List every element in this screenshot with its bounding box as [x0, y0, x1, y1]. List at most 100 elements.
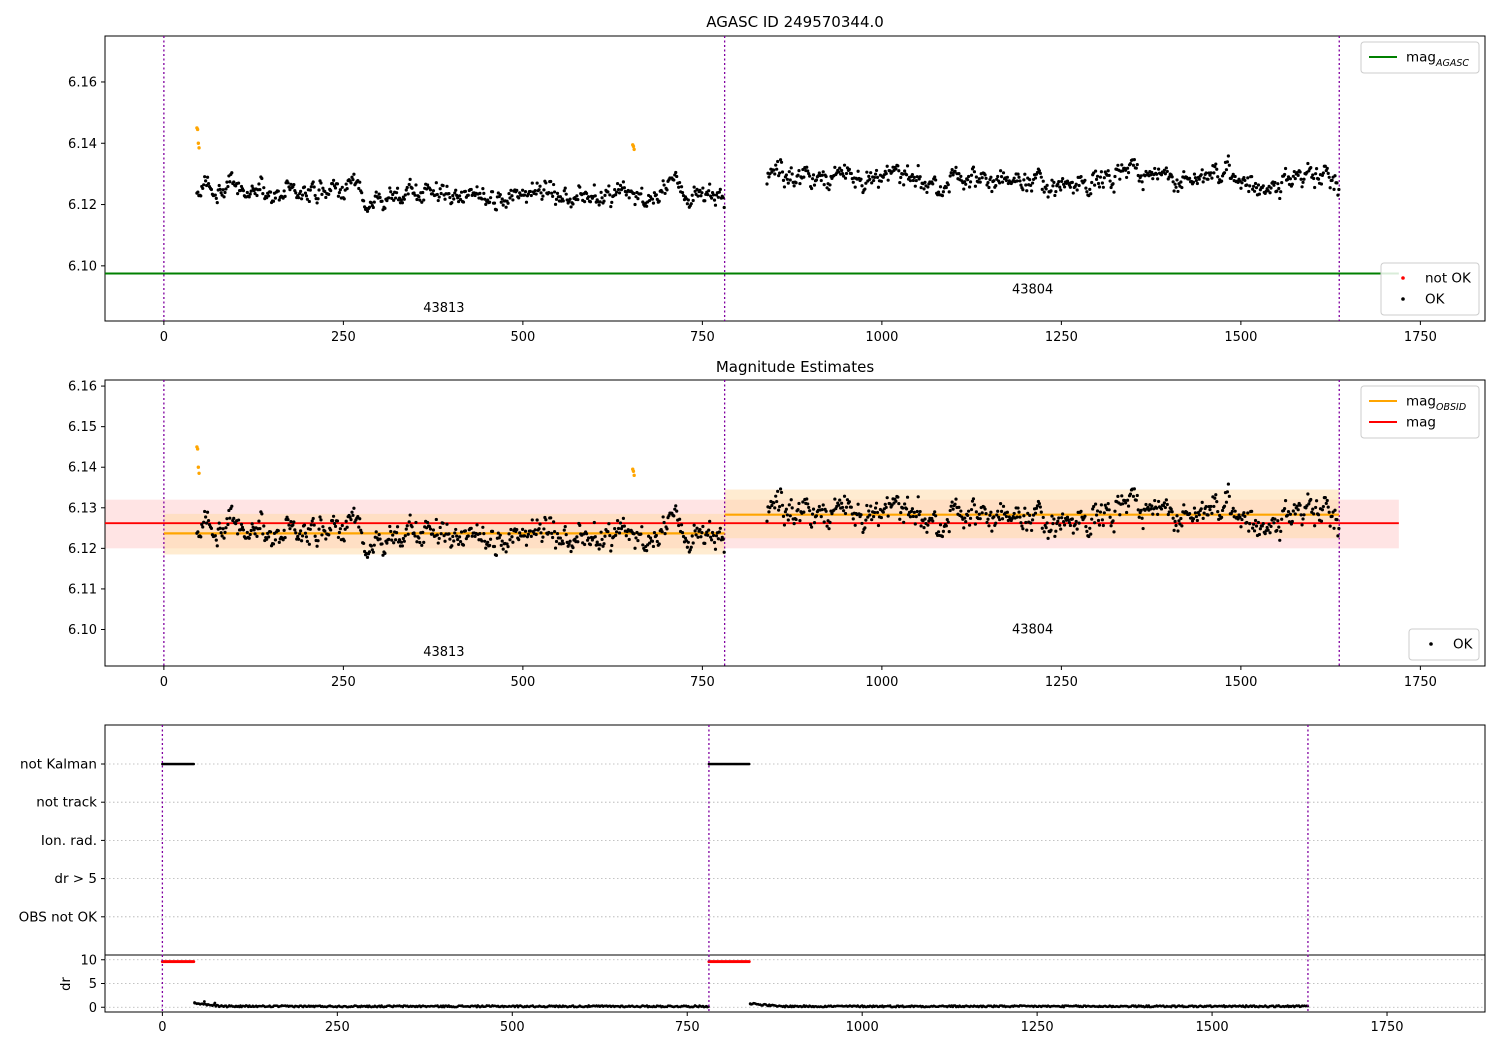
data-point: [930, 516, 934, 521]
data-point: [223, 190, 227, 195]
data-point: [1083, 178, 1087, 182]
data-point: [1275, 528, 1279, 533]
data-point: [1153, 498, 1157, 503]
data-point: [300, 534, 305, 538]
data-point: [473, 534, 477, 538]
data-point: [652, 531, 657, 535]
data-point: [1022, 178, 1026, 182]
data-point: [457, 199, 461, 204]
data-point: [881, 175, 885, 179]
data-point: [621, 516, 625, 520]
data-point: [962, 187, 966, 191]
data-point: [367, 205, 372, 209]
data-point: [1233, 174, 1237, 179]
data-point: [575, 194, 579, 198]
legend-swatch-dot: [1429, 642, 1433, 646]
data-point: [461, 543, 466, 547]
data-point: [934, 178, 938, 182]
data-point: [1287, 520, 1292, 524]
data-point: [539, 531, 543, 535]
data-point: [786, 518, 790, 522]
data-point: [688, 548, 692, 552]
data-point: [875, 175, 880, 180]
data-point: [550, 531, 554, 535]
data-point: [213, 534, 217, 538]
data-point: [1023, 172, 1027, 176]
data-point: [510, 535, 514, 539]
highlight-point: [631, 144, 636, 149]
data-point: [641, 200, 645, 204]
data-point: [711, 193, 716, 197]
data-point: [989, 175, 993, 179]
data-point: [255, 534, 259, 538]
data-point: [307, 542, 311, 546]
data-point: [1293, 512, 1297, 516]
data-point: [953, 502, 957, 506]
flag-row-label: OBS not OK: [19, 909, 99, 925]
data-point: [844, 171, 849, 176]
data-point: [840, 501, 844, 505]
data-point: [853, 185, 857, 189]
data-point: [602, 199, 606, 203]
data-point: [397, 538, 402, 542]
data-point: [708, 519, 712, 523]
data-point: [1019, 183, 1023, 187]
data-point: [542, 188, 546, 192]
data-point: [331, 178, 336, 182]
data-point: [959, 509, 963, 513]
data-point: [309, 185, 313, 189]
data-point: [944, 524, 948, 528]
data-point: [434, 517, 438, 522]
data-point: [890, 503, 894, 507]
data-point: [869, 504, 873, 508]
data-point: [1073, 522, 1077, 526]
data-point: [809, 186, 814, 191]
obsid-label: 43804: [1012, 623, 1053, 638]
data-point: [1167, 175, 1171, 179]
data-point: [1141, 187, 1145, 192]
data-point: [1283, 506, 1287, 511]
data-point: [685, 545, 689, 549]
data-point: [410, 186, 414, 190]
data-point: [634, 536, 638, 540]
data-point: [586, 536, 591, 540]
data-point: [621, 180, 625, 184]
data-point: [1222, 504, 1227, 508]
data-point: [606, 190, 610, 194]
data-point: [405, 524, 409, 528]
data-point: [994, 183, 998, 188]
data-point: [526, 532, 531, 536]
data-point: [1316, 513, 1321, 517]
data-point: [1018, 515, 1022, 519]
data-point: [1135, 493, 1139, 498]
data-point: [1030, 181, 1035, 185]
data-point: [1298, 503, 1302, 507]
data-point: [294, 191, 298, 195]
data-point: [821, 170, 825, 174]
data-point: [908, 515, 913, 519]
data-point: [1263, 532, 1267, 536]
data-point: [221, 188, 225, 192]
data-point: [1125, 166, 1130, 170]
data-point: [1268, 531, 1272, 535]
data-point: [962, 526, 966, 530]
data-point: [1199, 173, 1203, 177]
data-point: [202, 183, 206, 187]
data-point: [271, 542, 276, 546]
data-point: [1089, 532, 1093, 536]
data-point: [972, 170, 977, 174]
data-point: [408, 513, 412, 517]
data-point: [1278, 196, 1282, 201]
data-point: [914, 178, 918, 183]
chart2-title: Magnitude Estimates: [716, 358, 874, 376]
data-point: [380, 199, 384, 203]
data-point: [1243, 178, 1247, 183]
data-point: [508, 196, 512, 200]
data-point: [599, 530, 603, 534]
flag-row-label: dr > 5: [54, 871, 97, 887]
data-point: [333, 186, 338, 190]
data-point: [1165, 502, 1169, 507]
data-point: [1005, 510, 1009, 514]
data-point: [494, 553, 499, 557]
data-point: [1239, 525, 1243, 529]
